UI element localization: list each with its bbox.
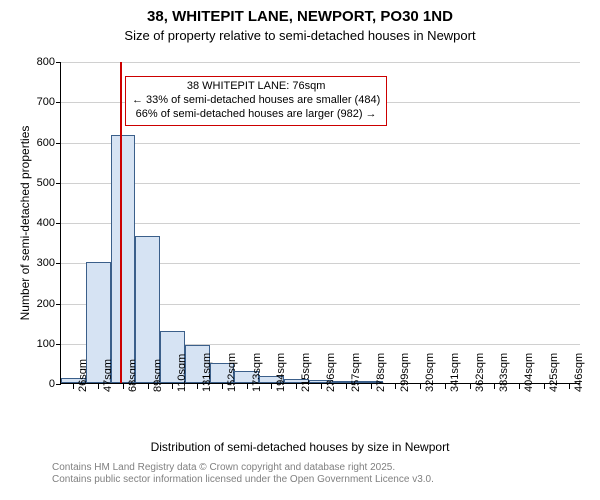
xtick-mark bbox=[271, 384, 272, 389]
xtick-mark bbox=[494, 384, 495, 389]
xtick-mark bbox=[544, 384, 545, 389]
gridline bbox=[61, 223, 580, 224]
xtick-mark bbox=[445, 384, 446, 389]
xtick-mark bbox=[296, 384, 297, 389]
xtick-label: 257sqm bbox=[350, 353, 362, 392]
xtick-mark bbox=[222, 384, 223, 389]
xtick-mark bbox=[197, 384, 198, 389]
xtick-mark bbox=[420, 384, 421, 389]
xtick-mark bbox=[395, 384, 396, 389]
xtick-label: 194sqm bbox=[275, 353, 287, 392]
gridline bbox=[61, 143, 580, 144]
histogram-bar bbox=[111, 135, 136, 383]
annotation-line: ← 33% of semi-detached houses are smalle… bbox=[132, 94, 380, 108]
ytick-mark bbox=[56, 62, 61, 63]
plot-area: 010020030040050060070080026sqm47sqm68sqm… bbox=[60, 62, 580, 384]
ytick-label: 500 bbox=[23, 177, 55, 189]
xtick-mark bbox=[123, 384, 124, 389]
xtick-label: 404sqm bbox=[523, 353, 535, 392]
xtick-label: 341sqm bbox=[449, 353, 461, 392]
ytick-mark bbox=[56, 183, 61, 184]
ytick-label: 600 bbox=[23, 137, 55, 149]
xtick-mark bbox=[73, 384, 74, 389]
ytick-label: 300 bbox=[23, 257, 55, 269]
ytick-label: 0 bbox=[23, 378, 55, 390]
xtick-label: 215sqm bbox=[300, 353, 312, 392]
ytick-mark bbox=[56, 143, 61, 144]
xtick-mark bbox=[569, 384, 570, 389]
xtick-label: 383sqm bbox=[498, 353, 510, 392]
xtick-label: 446sqm bbox=[573, 353, 585, 392]
xtick-label: 362sqm bbox=[474, 353, 486, 392]
xtick-mark bbox=[148, 384, 149, 389]
xtick-mark bbox=[470, 384, 471, 389]
ytick-label: 100 bbox=[23, 338, 55, 350]
gridline bbox=[61, 183, 580, 184]
chart-container: 38, WHITEPIT LANE, NEWPORT, PO30 1ND Siz… bbox=[0, 0, 600, 500]
footer-line-2: Contains public sector information licen… bbox=[52, 474, 434, 486]
annotation-box: 38 WHITEPIT LANE: 76sqm← 33% of semi-det… bbox=[125, 76, 387, 125]
chart-title-main: 38, WHITEPIT LANE, NEWPORT, PO30 1ND bbox=[0, 8, 600, 25]
gridline bbox=[61, 62, 580, 63]
xtick-label: 236sqm bbox=[325, 353, 337, 392]
xtick-mark bbox=[98, 384, 99, 389]
xtick-mark bbox=[519, 384, 520, 389]
annotation-line: 38 WHITEPIT LANE: 76sqm bbox=[132, 80, 380, 94]
xtick-label: 173sqm bbox=[251, 353, 263, 392]
xtick-mark bbox=[346, 384, 347, 389]
ytick-label: 800 bbox=[23, 56, 55, 68]
property-marker-line bbox=[120, 62, 122, 383]
annotation-line: 66% of semi-detached houses are larger (… bbox=[132, 108, 380, 122]
xtick-mark bbox=[247, 384, 248, 389]
ytick-mark bbox=[56, 344, 61, 345]
xtick-mark bbox=[321, 384, 322, 389]
ytick-label: 700 bbox=[23, 96, 55, 108]
ytick-mark bbox=[56, 263, 61, 264]
chart-title-sub: Size of property relative to semi-detach… bbox=[0, 28, 600, 43]
ytick-mark bbox=[56, 102, 61, 103]
ytick-mark bbox=[56, 384, 61, 385]
ytick-mark bbox=[56, 304, 61, 305]
xtick-mark bbox=[172, 384, 173, 389]
footer-line-1: Contains HM Land Registry data © Crown c… bbox=[52, 462, 434, 474]
ytick-mark bbox=[56, 223, 61, 224]
ytick-label: 200 bbox=[23, 298, 55, 310]
xtick-label: 299sqm bbox=[399, 353, 411, 392]
x-axis-label: Distribution of semi-detached houses by … bbox=[0, 440, 600, 454]
xtick-label: 278sqm bbox=[375, 353, 387, 392]
xtick-label: 425sqm bbox=[548, 353, 560, 392]
xtick-mark bbox=[371, 384, 372, 389]
ytick-label: 400 bbox=[23, 217, 55, 229]
xtick-label: 320sqm bbox=[424, 353, 436, 392]
chart-footer: Contains HM Land Registry data © Crown c… bbox=[52, 462, 434, 486]
